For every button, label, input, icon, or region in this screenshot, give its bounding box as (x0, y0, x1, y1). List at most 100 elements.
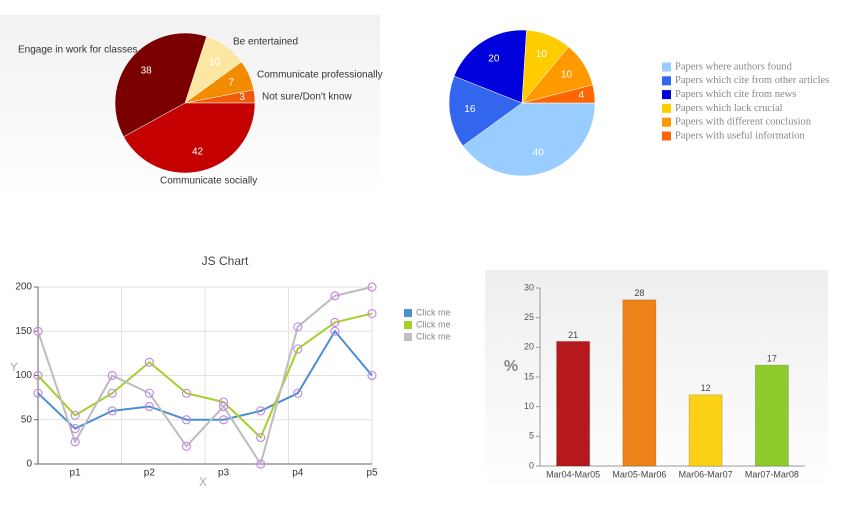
x-tick-label: p1 (70, 468, 82, 479)
point-marker (256, 406, 266, 416)
slice-label: 4 (579, 90, 585, 101)
x-tick-label: p4 (292, 468, 304, 479)
y-tick-label: 15 (524, 371, 534, 381)
x-tick-label: Mar04-Mar05 (546, 469, 600, 479)
category-label: Communicate socially (160, 176, 257, 187)
pie-slice (123, 102, 256, 174)
point-marker (330, 326, 340, 336)
category-label: Engage in work for classes (18, 45, 138, 56)
bar (622, 299, 657, 467)
point-marker (181, 415, 192, 425)
legend-swatch (662, 117, 671, 127)
point-marker (367, 308, 377, 319)
legend-swatch (662, 103, 671, 113)
series-line (37, 329, 373, 430)
legend-label: Click me (416, 319, 451, 329)
slice-label: 40 (533, 148, 545, 159)
point-marker (144, 401, 154, 412)
point-marker (218, 401, 229, 412)
x-tick-label: Mar07-Mar08 (745, 469, 799, 479)
legend-label: Click me (416, 307, 451, 317)
x-tick-label: Mar05-Mar06 (612, 469, 666, 479)
y-tick-label: 150 (15, 326, 32, 337)
legend-label: Papers with useful information (675, 130, 806, 141)
point-marker (367, 370, 377, 381)
y-tick-label: 100 (15, 370, 32, 381)
bar (754, 364, 789, 467)
point-marker (181, 441, 192, 451)
legend-swatch (662, 90, 671, 100)
pie-slice (448, 75, 523, 147)
y-tick-label: 5 (529, 431, 534, 441)
legend-label: Papers where authors found (675, 61, 793, 72)
y-axis-label: % (504, 358, 518, 375)
value-label: 17 (767, 354, 777, 364)
slice-label: 10 (536, 49, 548, 60)
y-tick-label: 25 (524, 312, 534, 322)
pie-slice (462, 102, 596, 177)
slice-label: 38 (141, 66, 153, 77)
point-marker (107, 388, 117, 398)
value-label: 21 (568, 330, 578, 340)
pie-slice (521, 84, 596, 104)
y-tick-label: 20 (524, 342, 534, 352)
point-marker (293, 388, 303, 398)
chart-title: JS Chart (202, 254, 249, 268)
x-tick-label: Mar06-Mar07 (679, 469, 733, 479)
category-label: Communicate professionally (257, 70, 383, 81)
point-marker (367, 282, 377, 292)
y-tick-label: 50 (21, 414, 33, 425)
point-marker (107, 370, 117, 381)
point-marker (144, 357, 154, 367)
point-marker (144, 388, 154, 398)
slice-label: 10 (561, 69, 573, 80)
pie-slice (453, 29, 527, 104)
point-marker (293, 322, 303, 332)
pie-slice (114, 32, 207, 138)
point-marker (33, 326, 43, 336)
y-tick-label: 30 (524, 282, 534, 292)
point-marker (293, 344, 303, 354)
slice-label: 10 (209, 57, 221, 68)
legend-swatch (404, 309, 412, 317)
slice-label: 7 (228, 78, 234, 89)
legend-swatch (404, 333, 412, 341)
legend-label: Papers which cite from news (675, 89, 796, 100)
category-label: Not sure/Don't know (262, 92, 353, 103)
legend-label: Papers which cite from other articles (675, 75, 829, 86)
x-tick-label: p5 (366, 468, 378, 479)
series-line (37, 312, 373, 440)
point-marker (70, 437, 80, 447)
legend-label: Papers with different conclusion (675, 117, 812, 128)
value-label: 12 (701, 383, 711, 393)
legend-swatch (662, 62, 671, 72)
y-tick-label: 200 (15, 282, 32, 293)
legend-label: Papers which lack crucial (675, 103, 783, 114)
point-marker (181, 388, 192, 398)
point-marker (218, 415, 229, 425)
y-axis-label: Y (10, 360, 18, 374)
legend-swatch (662, 131, 671, 141)
point-marker (70, 410, 80, 420)
bar (556, 340, 591, 467)
y-tick-label: 0 (529, 460, 534, 470)
x-axis-label: X (199, 475, 207, 489)
slice-label: 42 (192, 146, 204, 157)
point-marker (256, 432, 266, 443)
slice-label: 20 (488, 53, 500, 64)
point-marker (330, 317, 340, 327)
legend-swatch (662, 76, 671, 86)
value-label: 28 (634, 288, 644, 298)
legend-label: Click me (416, 331, 451, 341)
y-tick-label: 10 (524, 401, 534, 411)
series-line (37, 286, 373, 467)
y-tick-label: 0 (26, 459, 32, 470)
x-tick-label: p2 (144, 468, 156, 479)
legend-swatch (404, 321, 412, 329)
point-marker (218, 397, 229, 407)
point-marker (33, 388, 43, 398)
bar (688, 394, 723, 467)
point-marker (256, 459, 266, 469)
